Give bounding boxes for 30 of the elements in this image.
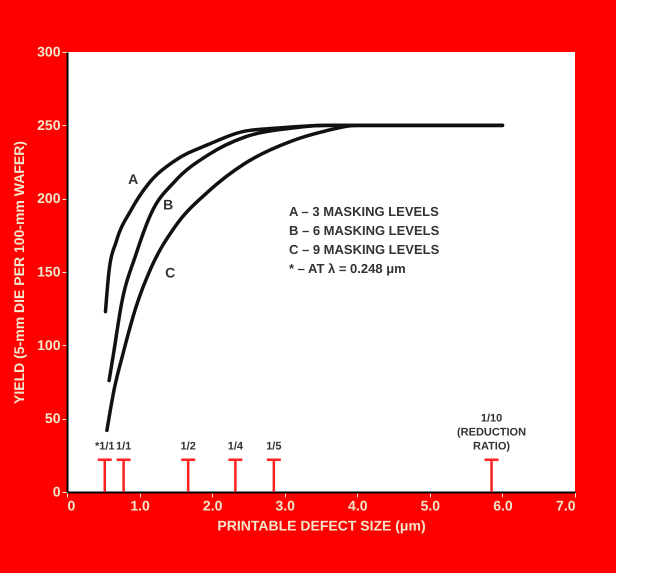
y-axis-title: YIELD (5-mm DIE PER 100-mm WAFER)	[11, 141, 28, 404]
x-tick-label: 2.0	[202, 498, 223, 514]
x-axis-title: PRINTABLE DEFECT SIZE (μm)	[217, 518, 426, 534]
y-tick-label: 0	[52, 484, 61, 500]
annotation: 1/10 (REDUCTION RATIO)	[457, 412, 526, 453]
annotation: A – 3 MASKING LEVELS	[289, 204, 440, 219]
series-label: A	[128, 171, 138, 187]
annotation: 1/1	[116, 440, 132, 453]
y-tick-label: 150	[37, 264, 61, 280]
y-tick-label: 50	[44, 410, 61, 426]
y-tick-label: 100	[37, 336, 61, 353]
annotation: 1/2	[180, 440, 196, 453]
annotation: * – AT λ = 0.248 μm	[289, 261, 406, 276]
x-tick-label: 5.0	[420, 498, 440, 514]
annotation: C – 9 MASKING LEVELS	[289, 242, 440, 257]
x-tick-label: 0	[68, 498, 76, 514]
x-tick-label: 6.0	[493, 498, 513, 514]
annotation: 1/5	[266, 440, 282, 453]
y-tick-label: 300	[37, 44, 61, 60]
series-label: C	[165, 264, 176, 281]
y-tick-label: 250	[37, 116, 61, 133]
annotation: *1/1	[94, 440, 115, 453]
x-tick-label: 7.0	[556, 498, 576, 514]
x-tick-label: 3.0	[275, 498, 296, 514]
series-label: B	[163, 196, 174, 212]
x-tick-label: 4.0	[348, 498, 368, 514]
x-tick-label: 1.0	[130, 498, 150, 514]
annotation: 1/4	[228, 440, 244, 453]
y-tick-label: 200	[37, 190, 61, 206]
annotation: B – 6 MASKING LEVELS	[289, 223, 440, 238]
